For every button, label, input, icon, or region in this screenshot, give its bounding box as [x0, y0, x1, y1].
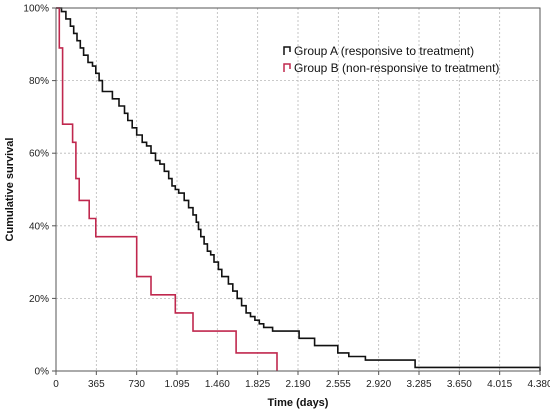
series-layer — [56, 7, 541, 371]
x-tick-label: 730 — [128, 379, 145, 390]
x-tick-label: 4.380 — [527, 379, 550, 390]
x-tick-label: 0 — [53, 379, 59, 390]
y-tick-label: 40% — [29, 221, 49, 232]
grid — [56, 8, 540, 371]
y-tick-label: 0% — [35, 367, 50, 378]
legend-label: Group A (responsive to treatment) — [294, 44, 474, 58]
x-tick-label: 1.095 — [164, 379, 189, 390]
series-line-group-a — [56, 7, 541, 371]
x-tick-label: 4.015 — [487, 379, 512, 390]
legend-label: Group B (non-responsive to treatment) — [294, 61, 499, 75]
series-line-group-b — [56, 7, 278, 371]
y-axis-title: Cumulative survival — [4, 138, 16, 242]
y-tick-label: 60% — [29, 149, 49, 160]
y-axis-ticks: 0% 20% 40% 60% 80% 100% — [23, 4, 56, 378]
x-tick-label: 1.825 — [245, 379, 270, 390]
x-tick-label: 3.285 — [406, 379, 431, 390]
y-tick-label: 20% — [29, 294, 49, 305]
y-tick-label: 80% — [29, 76, 49, 87]
legend-swatch — [283, 63, 291, 72]
x-tick-label: 365 — [88, 379, 105, 390]
x-axis-ticks: 0 365 730 1.095 1.460 1.825 2.190 2.555 2.920 3.2… — [53, 371, 550, 390]
y-tick-label: 100% — [23, 4, 49, 15]
x-tick-label: 3.650 — [447, 379, 472, 390]
x-tick-label: 2.190 — [285, 379, 310, 390]
x-axis-title: Time (days) — [268, 397, 329, 409]
legend: Group A (responsive to treatment) Group B… — [283, 44, 499, 75]
x-tick-label: 1.460 — [205, 379, 230, 390]
x-tick-label: 2.555 — [326, 379, 351, 390]
x-tick-label: 2.920 — [366, 379, 391, 390]
legend-swatch — [283, 46, 291, 55]
